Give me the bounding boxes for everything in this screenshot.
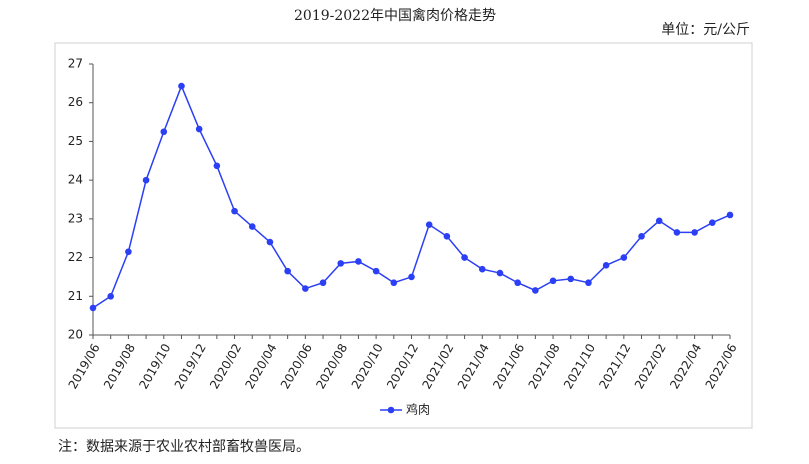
point [390, 279, 398, 287]
point [160, 128, 168, 136]
point [496, 269, 504, 277]
point [726, 211, 734, 219]
point [620, 254, 628, 261]
point [532, 287, 539, 294]
x-tick-label: 2021/02 [419, 341, 456, 391]
point [337, 260, 345, 267]
y-tick-label: 26 [68, 95, 83, 109]
point [248, 223, 256, 230]
x-tick-label: 2022/02 [632, 341, 669, 391]
x-tick-label: 2022/04 [667, 341, 704, 391]
point [602, 262, 610, 269]
point [355, 258, 362, 265]
footnote: 注：数据来源于农业农村部畜牧兽医局。 [58, 439, 310, 455]
point [655, 217, 663, 225]
x-tick-label: 2019/08 [101, 341, 138, 391]
y-tick-label: 20 [68, 328, 83, 342]
point [125, 248, 132, 256]
point [585, 279, 592, 287]
legend-label: 鸡肉 [406, 402, 430, 417]
point [178, 82, 185, 90]
plot-frame [54, 42, 753, 429]
unit-label: 单位：元/公斤 [661, 22, 750, 38]
point [478, 265, 486, 273]
point [691, 229, 698, 236]
x-tick-label: 2019/12 [172, 341, 209, 391]
x-tick-label: 2020/06 [278, 341, 315, 391]
point [319, 279, 327, 287]
y-tick-label: 23 [68, 211, 83, 225]
y-tick-label: 22 [68, 250, 83, 264]
y-tick-label: 25 [68, 134, 83, 148]
point [673, 229, 681, 236]
point [372, 267, 380, 275]
point [709, 219, 716, 227]
x-tick-label: 2019/10 [136, 341, 173, 391]
y-tick-label: 27 [68, 57, 83, 71]
point [443, 232, 451, 240]
point [514, 279, 521, 287]
x-tick-label: 2019/06 [66, 341, 103, 391]
point [195, 125, 203, 133]
x-tick-label: 2022/06 [703, 341, 740, 391]
x-tick-label: 2020/04 [243, 341, 280, 391]
point [284, 267, 291, 275]
point [231, 207, 238, 215]
x-tick-label: 2020/12 [384, 341, 421, 391]
x-tick-label: 2021/04 [455, 341, 492, 391]
x-tick-label: 2021/06 [490, 341, 527, 391]
point [302, 285, 309, 292]
point [213, 162, 221, 170]
x-tick-label: 2021/12 [596, 341, 633, 391]
point [408, 273, 415, 281]
point [89, 304, 97, 312]
point [638, 232, 645, 240]
point [425, 221, 433, 228]
x-tick-label: 2020/08 [313, 341, 350, 391]
point [549, 277, 557, 285]
y-tick-label: 21 [68, 289, 83, 303]
x-tick-label: 2021/10 [561, 341, 598, 391]
x-tick-label: 2021/08 [526, 341, 563, 391]
legend-marker [387, 406, 395, 414]
point [461, 254, 468, 261]
chart-title: 2019-2022年中国禽肉价格走势 [294, 7, 496, 24]
y-tick-label: 24 [68, 173, 83, 187]
point [266, 238, 274, 246]
point [107, 292, 114, 300]
point [567, 275, 575, 283]
point [142, 176, 150, 184]
x-tick-label: 2020/10 [349, 341, 386, 391]
x-tick-label: 2020/02 [207, 341, 244, 391]
